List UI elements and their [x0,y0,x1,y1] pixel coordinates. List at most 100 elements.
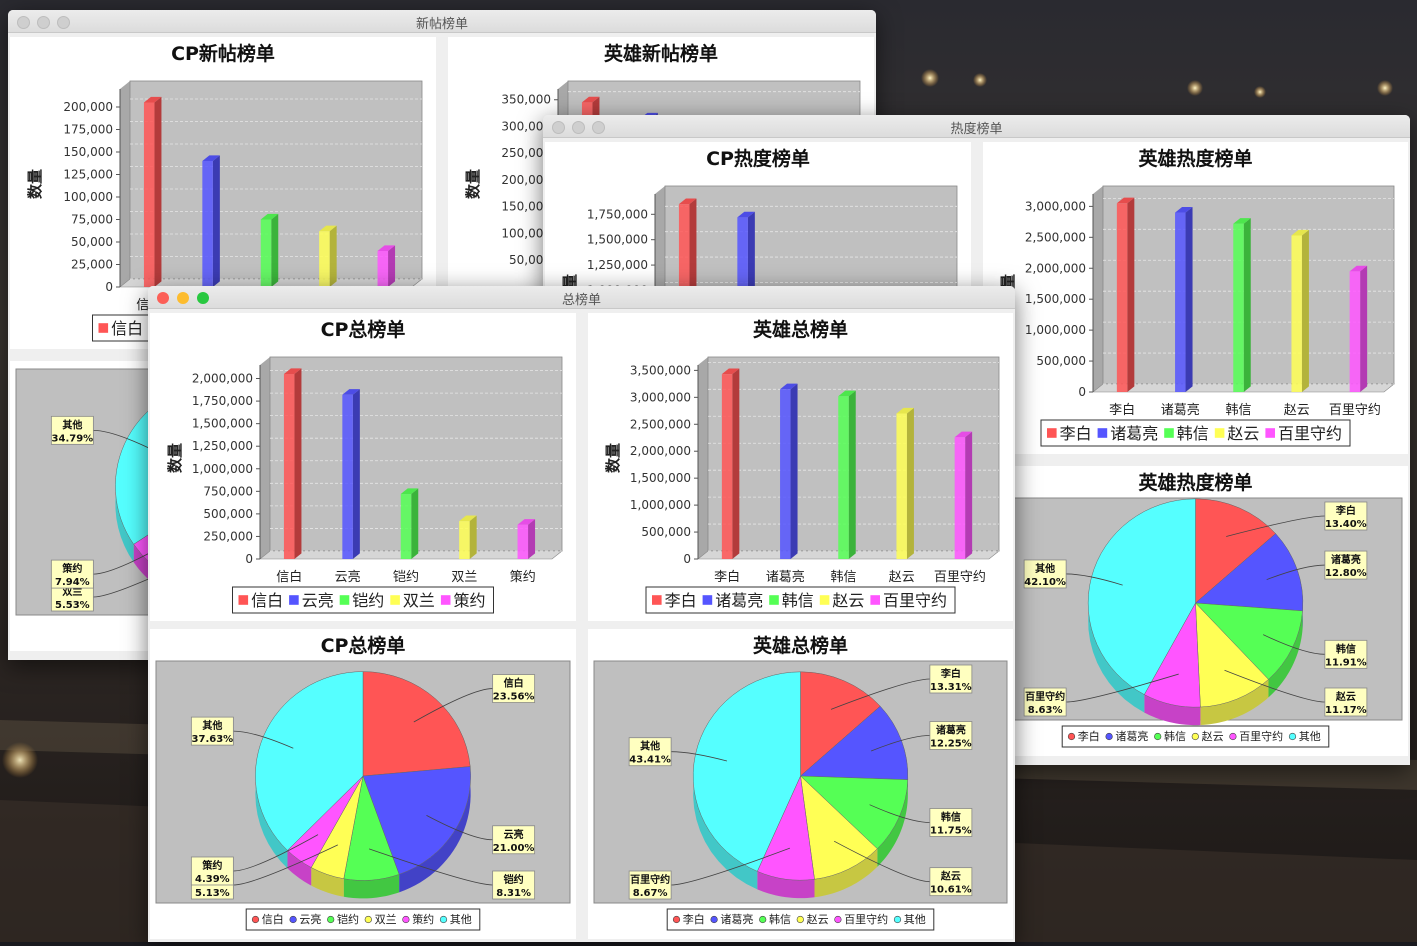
callout-pct: 21.00% [493,843,535,854]
x-tick-label: 百里守约 [934,570,986,585]
bar [342,389,360,559]
callout-name: 百里守约 [1025,690,1065,703]
x-tick-label: 李白 [1109,402,1135,418]
zoom-icon[interactable] [592,121,605,134]
bar-front [1233,223,1244,392]
legend-swatch [98,323,109,333]
legend-swatch [870,595,880,605]
bar [1233,218,1251,392]
pie-slice-side [1144,694,1201,726]
chart-title: 英雄热度榜单 [1138,147,1252,170]
legend-swatch [1164,428,1174,438]
callout-line [671,751,728,762]
bar-top [737,211,755,218]
title-bar[interactable]: 新帖榜单 [8,10,876,33]
legend-swatch [759,915,767,924]
close-icon[interactable] [17,16,30,29]
bar-top [780,383,798,390]
legend-label: 李白 [1060,424,1092,443]
legend-swatch [769,595,779,605]
bar-front [283,374,295,559]
callout-box [1324,550,1368,580]
chart-title: CP新帖榜单 [171,42,275,65]
bar-side [411,488,419,559]
bar-front [517,524,529,559]
legend-swatch [1154,732,1162,741]
pie-slice-side [287,850,312,886]
callout-box [1324,501,1368,531]
callout-name: 百里守约 [630,873,670,886]
tick-label: 300,000 [501,119,551,133]
callout-box [190,716,234,746]
zoom-icon[interactable] [57,16,70,29]
title-bar[interactable]: 热度榜单 [543,115,1410,138]
legend-swatch [1229,732,1237,741]
chart-title: 英雄总榜单 [753,634,848,657]
legend-label: 赵云 [1227,424,1259,443]
y-axis-label: 数量 [604,443,622,473]
legend-swatch [1214,428,1225,438]
callout-name: 韩信 [941,810,961,823]
tick-label: 1,500,000 [1025,292,1086,306]
tick-label: 1,250,000 [587,258,648,272]
title-bar[interactable]: 总榜单 [148,286,1015,309]
bar-top [377,245,396,251]
close-icon[interactable] [157,292,169,304]
bar [1175,206,1193,392]
callout-name: 赵云 [940,870,961,883]
minimize-icon[interactable] [37,16,50,29]
window-title: 新帖榜单 [415,17,468,32]
legend-label: 策约 [412,912,434,926]
legend-label: 双兰 [403,591,435,610]
bar-front [954,437,966,559]
tick-label: 1,000,000 [630,498,691,512]
callout-name: 其他 [1035,562,1055,575]
bar [1116,197,1135,392]
legend-label: 云亮 [302,591,334,610]
bar-top [678,198,697,205]
callout-line [368,848,493,886]
x-tick-label: 双兰 [451,570,477,585]
callout-box [50,559,94,589]
bar-side [848,390,856,559]
legend-swatch [1265,428,1275,438]
callout-line [1066,573,1123,586]
callout-line [671,847,791,886]
tick-label: 1,000,000 [1025,323,1086,337]
tick-label: 100,000 [63,190,113,204]
zoom-icon[interactable] [197,292,209,304]
callout-pct: 12.80% [1325,568,1367,579]
pie-slice [1194,602,1303,680]
callout-name: 其他 [640,740,660,753]
chart-title: 英雄热度榜单 [1138,471,1252,494]
pie-slice-side [1268,610,1303,698]
minimize-icon[interactable] [572,121,585,134]
legend-label: 诸葛亮 [1115,729,1148,743]
legend-swatch [289,915,297,924]
bar-top [143,96,162,103]
x-tick-label: 诸葛亮 [1161,402,1200,418]
bar [283,368,302,559]
tick-label: 75,000 [71,213,113,227]
bar-top [459,515,477,522]
window-total[interactable]: 总榜单 CP总榜单 0 250,000 500,000 750,000 1,000,000… [148,286,1015,942]
legend-swatch [819,595,830,605]
legend-label: 百里守约 [883,591,947,610]
bar [319,225,337,287]
bar-top [838,390,856,397]
bar-front [260,219,272,287]
bar-chart-panel: 英雄热度榜单 0 500,000 1,000,000 1,500,000 2,000,00… [983,142,1408,454]
callout-pct: 5.53% [55,600,90,611]
pie-slice-side [877,779,908,867]
plot-wall [698,357,708,559]
minimize-icon[interactable] [177,292,189,304]
x-tick-label: 云亮 [335,569,361,585]
bar-side [1185,206,1193,392]
bar [143,96,162,288]
bar-front [1116,203,1128,392]
bar-side [790,383,798,559]
tick-label: 150,000 [501,200,551,214]
callout-line [413,688,493,723]
close-icon[interactable] [552,121,565,134]
